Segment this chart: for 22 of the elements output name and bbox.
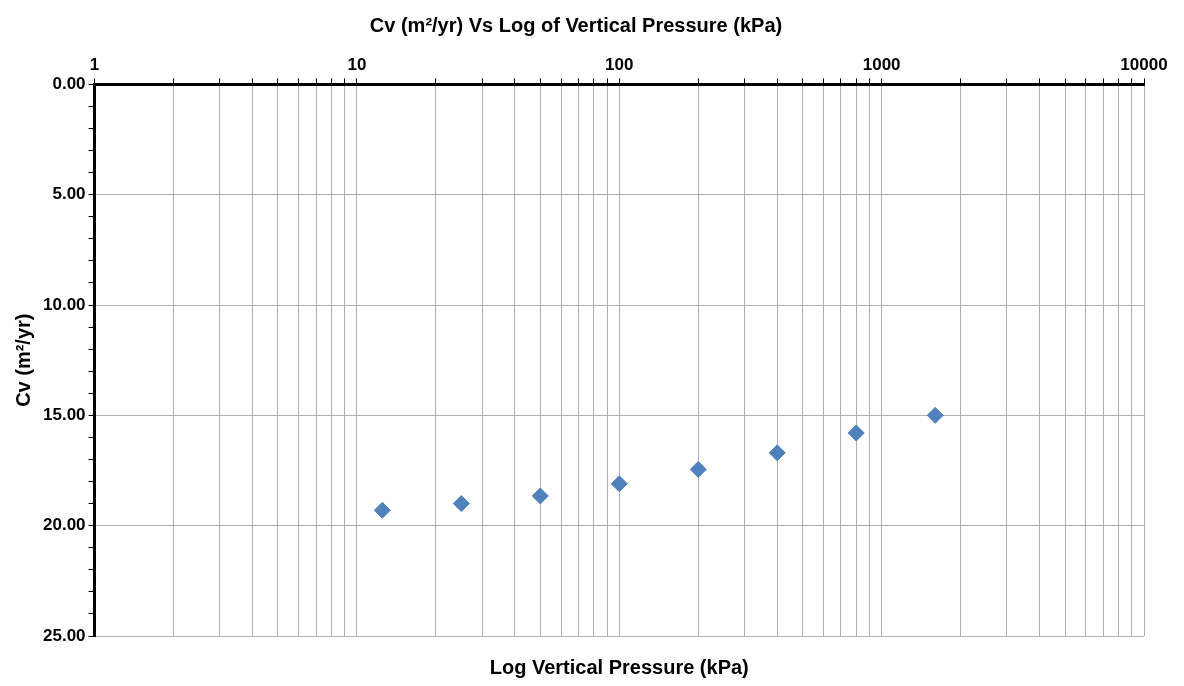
x-tick-label: 100 [605,54,634,74]
x-tick-label: 10000 [1120,54,1168,74]
y-tick-label: 20.00 [42,515,86,535]
point [689,460,707,478]
point [847,424,865,442]
x-tick-label: 10 [347,54,367,74]
y-tick-label: 15.00 [42,405,86,425]
chart-title: Cv (m²/yr) Vs Log of Vertical Pressure (kPa) [369,13,783,36]
y-tick-label: 5.00 [52,184,86,204]
y-tick-label: 25.00 [42,625,86,645]
point [768,444,786,462]
point [610,475,628,493]
point [373,501,391,519]
x-tick-label: 1000 [862,54,901,74]
y-tick-label: 10.00 [42,294,86,314]
x-axis-title: Log Vertical Pressure (kPa) [489,655,749,678]
y-tick-label: 0.00 [52,74,86,94]
point [452,495,470,513]
y-axis-title: Cv (m²/yr) [11,313,34,407]
point [531,487,549,505]
x-tick-label: 1 [89,54,100,74]
point [926,406,944,424]
